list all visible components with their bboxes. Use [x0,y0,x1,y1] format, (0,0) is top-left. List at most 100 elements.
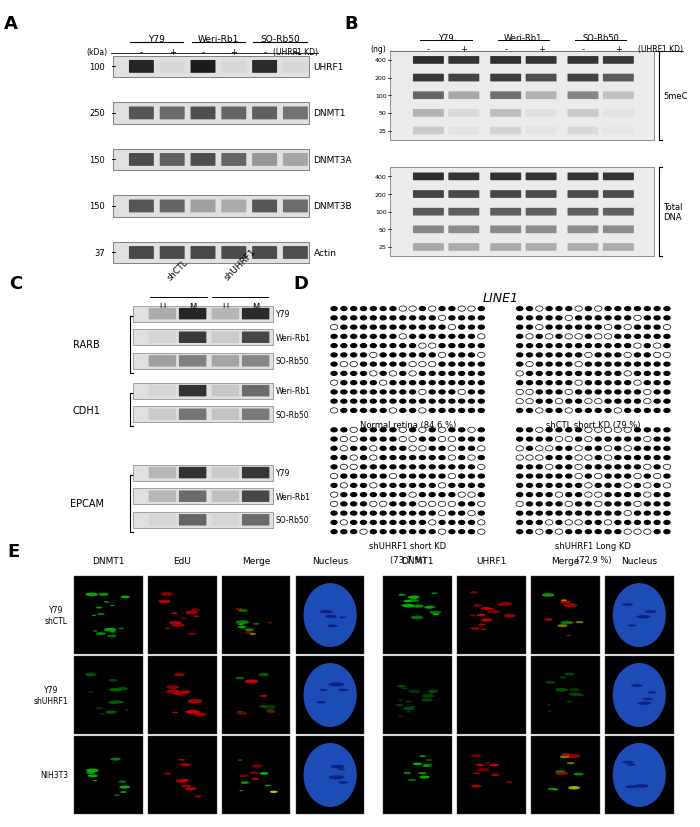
Circle shape [526,474,533,479]
Circle shape [438,446,446,452]
Circle shape [340,362,348,367]
Text: 400: 400 [374,59,386,64]
Circle shape [545,380,553,386]
Circle shape [389,502,397,507]
Text: (kDa): (kDa) [87,48,108,57]
Circle shape [545,325,553,330]
Ellipse shape [421,764,433,767]
Circle shape [340,343,348,349]
Circle shape [526,483,533,489]
Circle shape [330,390,338,395]
Circle shape [389,390,397,395]
Circle shape [370,456,377,461]
Circle shape [584,371,592,376]
Text: DNMT1: DNMT1 [92,556,125,565]
Circle shape [634,399,641,404]
Circle shape [565,399,573,404]
Ellipse shape [612,743,666,807]
Circle shape [468,409,475,414]
Text: A: A [4,15,18,32]
Circle shape [624,456,631,461]
FancyBboxPatch shape [449,127,480,135]
Circle shape [594,343,602,349]
Circle shape [399,529,407,534]
Text: EPCAM: EPCAM [70,499,104,509]
Circle shape [565,446,573,452]
Circle shape [614,371,622,376]
Circle shape [360,474,368,479]
Circle shape [526,428,533,433]
Circle shape [379,343,387,349]
Circle shape [624,316,631,321]
Ellipse shape [625,786,637,788]
Circle shape [575,362,582,367]
Circle shape [458,325,466,330]
Ellipse shape [403,772,411,774]
FancyBboxPatch shape [242,308,270,320]
Circle shape [428,362,436,367]
Text: UHRF1: UHRF1 [314,63,344,72]
Circle shape [468,520,475,525]
Ellipse shape [555,688,568,691]
Circle shape [565,343,573,349]
Circle shape [643,316,651,321]
Circle shape [594,325,602,330]
Text: shCTL: shCTL [165,258,190,282]
Ellipse shape [120,791,127,793]
Text: SO-Rb50: SO-Rb50 [582,34,619,43]
Circle shape [545,529,553,534]
Circle shape [419,409,426,414]
Circle shape [594,511,602,516]
Circle shape [643,465,651,470]
Ellipse shape [561,753,570,756]
Circle shape [565,511,573,516]
Circle shape [330,353,338,358]
Circle shape [584,456,592,461]
Ellipse shape [564,673,575,676]
FancyBboxPatch shape [148,467,176,479]
Circle shape [634,529,641,534]
Circle shape [330,456,338,461]
Ellipse shape [173,692,183,696]
Circle shape [575,390,582,395]
Circle shape [389,343,397,349]
Circle shape [379,316,387,321]
Circle shape [389,316,397,321]
Circle shape [350,307,358,312]
Circle shape [624,334,631,340]
Circle shape [370,316,377,321]
Text: Y79
shCTL: Y79 shCTL [45,605,68,625]
Ellipse shape [481,619,492,622]
Circle shape [330,334,338,340]
Circle shape [330,437,338,442]
Circle shape [565,325,573,330]
Circle shape [389,529,397,534]
Circle shape [516,474,524,479]
Circle shape [419,390,426,395]
Circle shape [477,520,485,525]
Circle shape [555,371,563,376]
Ellipse shape [194,713,206,716]
Circle shape [468,390,475,395]
Circle shape [565,437,573,442]
Ellipse shape [176,780,187,783]
FancyBboxPatch shape [129,154,154,167]
Circle shape [458,390,466,395]
Text: Nucleus: Nucleus [312,556,348,565]
Circle shape [516,399,524,404]
Circle shape [545,502,553,507]
Circle shape [477,371,485,376]
Circle shape [624,409,631,414]
Circle shape [370,437,377,442]
Circle shape [526,520,533,525]
Circle shape [399,456,407,461]
Circle shape [419,362,426,367]
Circle shape [477,483,485,489]
Circle shape [448,502,456,507]
Circle shape [477,456,485,461]
FancyBboxPatch shape [296,657,365,734]
FancyBboxPatch shape [526,57,557,65]
Circle shape [594,353,602,358]
Text: 25: 25 [379,129,386,134]
Circle shape [389,334,397,340]
